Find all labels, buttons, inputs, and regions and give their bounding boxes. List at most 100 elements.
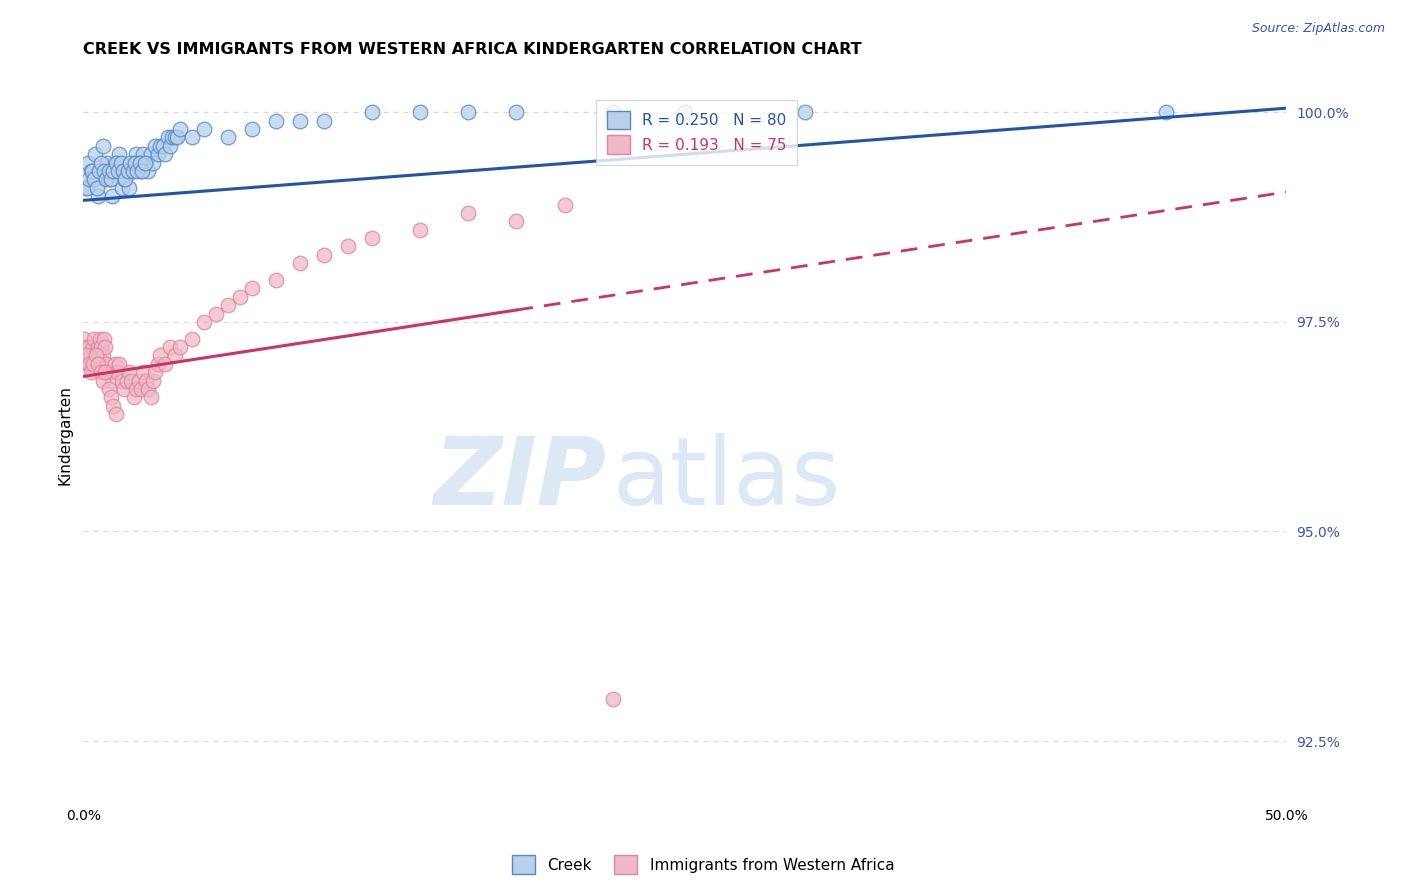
Point: [131, 164, 153, 178]
Point: [87, 164, 110, 178]
Point: [180, 130, 202, 145]
Point: [122, 155, 145, 169]
Point: [94, 172, 117, 186]
Point: [80, 357, 103, 371]
Point: [77, 155, 100, 169]
Point: [87, 357, 110, 371]
Point: [240, 281, 263, 295]
Point: [163, 348, 186, 362]
Point: [101, 189, 124, 203]
Point: [83, 172, 105, 186]
Point: [94, 357, 117, 371]
Point: [87, 348, 110, 362]
Point: [82, 172, 104, 186]
Point: [98, 172, 121, 186]
Point: [86, 357, 108, 371]
Point: [105, 365, 128, 379]
Point: [97, 382, 120, 396]
Point: [75, 340, 97, 354]
Point: [98, 365, 121, 379]
Point: [82, 340, 104, 354]
Point: [128, 155, 150, 169]
Point: [118, 365, 141, 379]
Point: [90, 340, 112, 354]
Point: [112, 172, 135, 186]
Point: [91, 374, 114, 388]
Point: [217, 298, 239, 312]
Point: [107, 164, 129, 178]
Point: [104, 407, 127, 421]
Point: [128, 374, 150, 388]
Point: [120, 164, 142, 178]
Point: [409, 223, 432, 237]
Point: [121, 164, 143, 178]
Point: [288, 256, 311, 270]
Point: [105, 155, 128, 169]
Point: [94, 365, 117, 379]
Point: [93, 164, 115, 178]
Point: [142, 374, 165, 388]
Point: [110, 155, 132, 169]
Point: [159, 340, 181, 354]
Point: [93, 332, 115, 346]
Point: [103, 164, 125, 178]
Point: [86, 181, 108, 195]
Point: [228, 290, 250, 304]
Point: [125, 382, 148, 396]
Point: [89, 164, 111, 178]
Point: [146, 147, 169, 161]
Point: [91, 348, 114, 362]
Y-axis label: Kindergarten: Kindergarten: [58, 385, 72, 485]
Point: [264, 113, 287, 128]
Text: Source: ZipAtlas.com: Source: ZipAtlas.com: [1251, 22, 1385, 36]
Point: [361, 105, 384, 120]
Point: [602, 105, 624, 120]
Point: [361, 231, 384, 245]
Point: [794, 105, 817, 120]
Point: [159, 139, 181, 153]
Point: [149, 139, 172, 153]
Point: [132, 365, 155, 379]
Point: [91, 139, 114, 153]
Point: [94, 172, 117, 186]
Point: [100, 172, 122, 186]
Point: [163, 130, 186, 145]
Point: [79, 340, 101, 354]
Text: ZIP: ZIP: [434, 433, 606, 524]
Point: [169, 340, 191, 354]
Point: [114, 172, 136, 186]
Point: [135, 155, 157, 169]
Point: [96, 365, 118, 379]
Point: [162, 130, 184, 145]
Point: [108, 147, 131, 161]
Point: [124, 155, 146, 169]
Point: [77, 357, 100, 371]
Point: [505, 105, 527, 120]
Point: [76, 348, 98, 362]
Point: [180, 332, 202, 346]
Point: [146, 357, 169, 371]
Point: [111, 374, 134, 388]
Point: [125, 147, 148, 161]
Point: [145, 139, 167, 153]
Point: [132, 147, 155, 161]
Point: [149, 348, 172, 362]
Point: [79, 164, 101, 178]
Point: [120, 374, 142, 388]
Point: [169, 122, 191, 136]
Point: [84, 348, 107, 362]
Point: [108, 357, 131, 371]
Point: [103, 164, 125, 178]
Point: [111, 164, 134, 178]
Point: [120, 155, 142, 169]
Point: [80, 365, 103, 379]
Point: [217, 130, 239, 145]
Point: [240, 122, 263, 136]
Point: [152, 139, 174, 153]
Point: [122, 390, 145, 404]
Point: [104, 155, 127, 169]
Point: [142, 155, 165, 169]
Point: [79, 172, 101, 186]
Point: [145, 365, 167, 379]
Point: [139, 390, 162, 404]
